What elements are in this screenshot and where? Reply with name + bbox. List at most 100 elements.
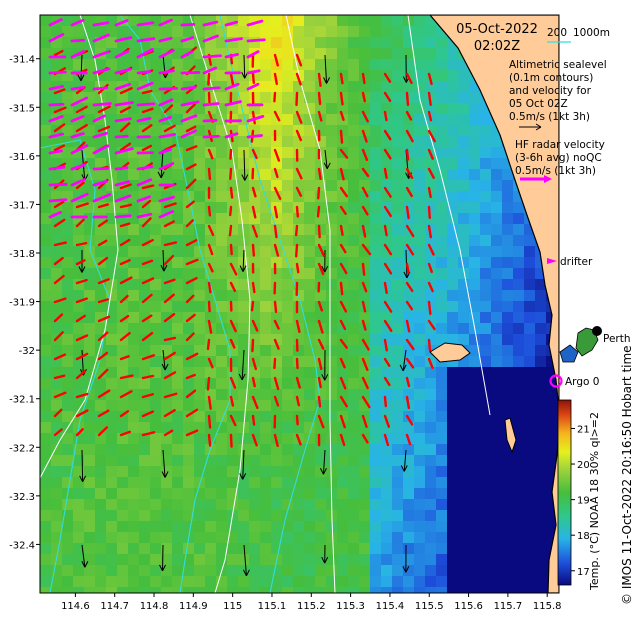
sst-cell <box>480 169 491 180</box>
sst-cell <box>95 323 106 334</box>
sst-cell <box>381 312 392 323</box>
sst-cell <box>227 158 238 169</box>
radar-vector <box>158 132 177 139</box>
sst-cell <box>216 279 227 290</box>
sst-cell <box>84 444 95 455</box>
sst-cell <box>84 422 95 433</box>
sst-vector <box>119 314 130 323</box>
sst-cell <box>304 26 315 37</box>
radar-vector <box>114 19 129 27</box>
sst-vector <box>339 357 346 369</box>
sst-cell <box>139 224 150 235</box>
sst-cell <box>117 323 128 334</box>
sst-cell <box>216 202 227 213</box>
sst-cell <box>414 389 425 400</box>
radar-vector <box>92 114 106 123</box>
sst-cell <box>73 37 84 48</box>
sst-cell <box>304 422 315 433</box>
sst-cell <box>392 323 403 334</box>
sst-cell <box>73 81 84 92</box>
sst-cell <box>469 213 480 224</box>
sst-cell <box>293 554 304 565</box>
x-tick-label: 114.6 <box>61 601 90 612</box>
sst-cell <box>315 290 326 301</box>
sst-cell <box>194 466 205 477</box>
sst-cell <box>150 70 161 81</box>
sst-cell <box>249 422 260 433</box>
sst-cell <box>249 169 260 180</box>
sst-cell <box>524 323 535 334</box>
sst-cell <box>524 411 535 422</box>
sst-cell <box>293 235 304 246</box>
sst-cell <box>425 246 436 257</box>
sst-cell <box>260 81 271 92</box>
sst-cell <box>40 235 51 246</box>
sst-cell <box>172 323 183 334</box>
sst-cell <box>425 422 436 433</box>
sst-cell <box>172 268 183 279</box>
sst-cell <box>359 136 370 147</box>
sst-cell <box>513 213 524 224</box>
sst-cell <box>458 268 469 279</box>
sst-vector <box>317 338 325 350</box>
sst-cell <box>502 334 513 345</box>
sst-cell <box>194 114 205 125</box>
sst-cell <box>249 180 260 191</box>
sst-cell <box>414 279 425 290</box>
sst-cell <box>194 26 205 37</box>
sst-cell <box>216 191 227 202</box>
sst-cell <box>293 521 304 532</box>
sst-vector <box>427 338 432 352</box>
sst-cell <box>447 444 458 455</box>
sst-cell <box>205 334 216 345</box>
radar-vector <box>92 67 111 75</box>
radar-vector <box>92 21 110 27</box>
sst-cell <box>337 290 348 301</box>
sst-cell <box>161 554 172 565</box>
sst-cell <box>414 268 425 279</box>
sst-cell <box>73 147 84 158</box>
sst-vector <box>97 389 111 399</box>
sst-cell <box>51 136 62 147</box>
sst-cell <box>414 37 425 48</box>
sst-cell <box>414 224 425 235</box>
sst-cell <box>348 268 359 279</box>
sst-vector <box>97 315 111 323</box>
sst-cell <box>238 169 249 180</box>
sst-cell <box>139 532 150 543</box>
sst-cell <box>381 268 392 279</box>
sst-cell <box>502 356 513 367</box>
sst-vector <box>427 129 436 143</box>
sst-cell <box>194 521 205 532</box>
altimetry-arrowhead <box>157 171 165 179</box>
sst-vector <box>141 124 153 133</box>
sst-vector <box>273 300 278 314</box>
sst-cell <box>62 543 73 554</box>
sst-cell <box>172 576 183 587</box>
sst-vector <box>251 110 256 125</box>
radar-vector <box>48 165 66 171</box>
sst-cell <box>447 543 458 554</box>
sst-cell <box>392 169 403 180</box>
sst-cell <box>337 257 348 268</box>
sst-cell <box>348 48 359 59</box>
sst-cell <box>348 587 359 593</box>
sst-cell <box>205 554 216 565</box>
sst-vector <box>339 395 348 408</box>
sst-cell <box>216 400 227 411</box>
sst-cell <box>480 488 491 499</box>
sst-cell <box>271 565 282 576</box>
sst-vector <box>53 256 64 266</box>
sst-cell <box>425 235 436 246</box>
sst-cell <box>95 81 106 92</box>
sst-cell <box>106 411 117 422</box>
sst-cell <box>546 411 557 422</box>
sst-cell <box>337 411 348 422</box>
sst-cell <box>172 103 183 114</box>
sst-cell <box>194 532 205 543</box>
sst-cell <box>216 367 227 378</box>
sst-cell <box>84 26 95 37</box>
sst-cell <box>62 433 73 444</box>
sst-cell <box>447 301 458 312</box>
radar-vector <box>48 132 65 139</box>
